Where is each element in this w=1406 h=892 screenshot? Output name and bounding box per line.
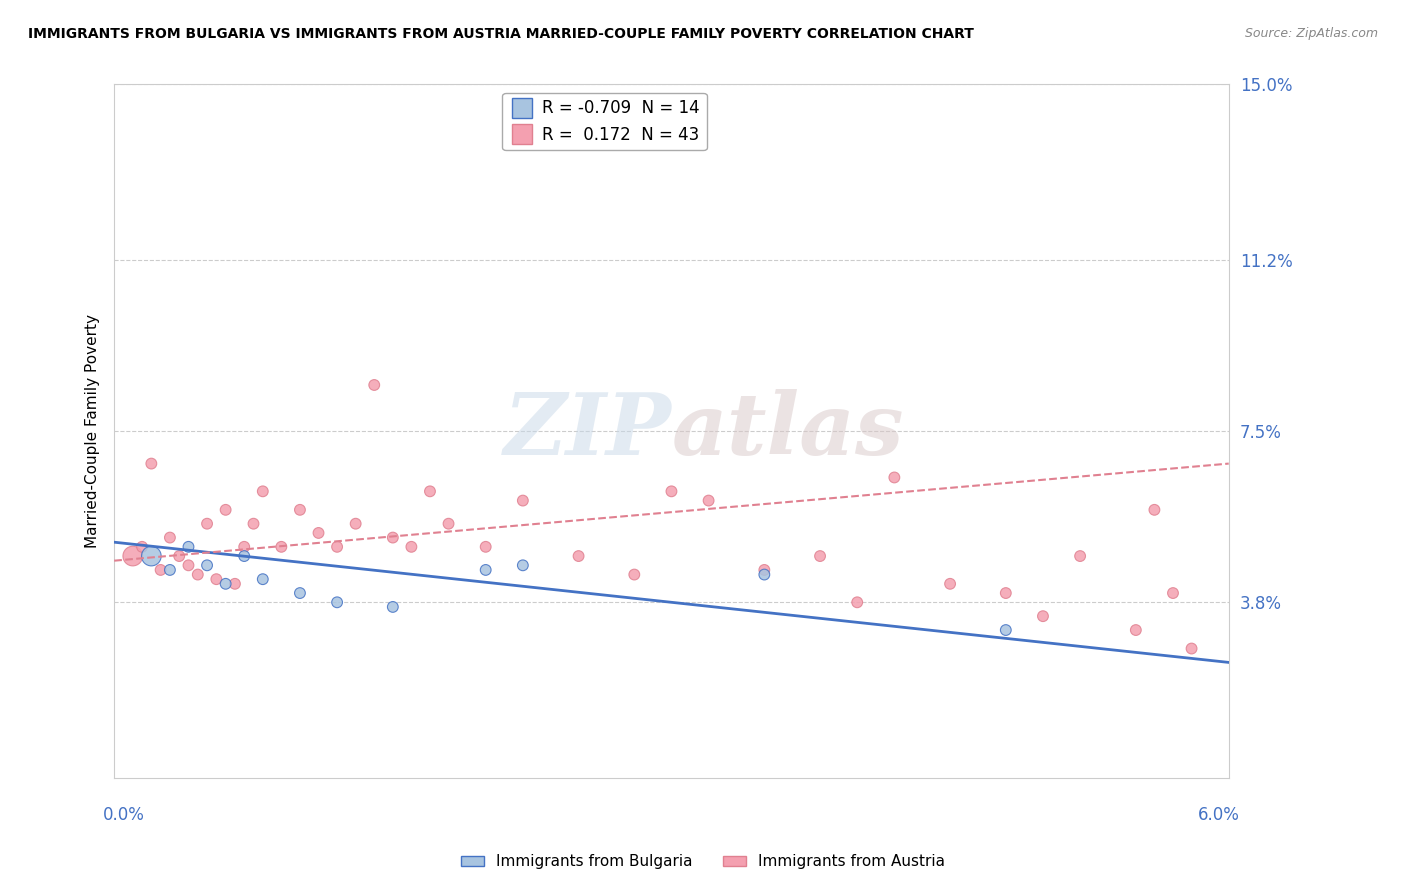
Point bbox=[141, 549, 163, 563]
Point bbox=[939, 576, 962, 591]
Point bbox=[1032, 609, 1054, 624]
Point bbox=[1143, 503, 1166, 517]
Point bbox=[381, 599, 404, 614]
Point bbox=[195, 516, 218, 531]
Point bbox=[568, 549, 591, 563]
Point bbox=[159, 531, 181, 545]
Point bbox=[187, 567, 209, 582]
Point bbox=[252, 572, 274, 586]
Point bbox=[326, 595, 349, 609]
Point bbox=[308, 525, 330, 540]
Text: 0.0%: 0.0% bbox=[103, 805, 145, 823]
Point bbox=[214, 503, 236, 517]
Point bbox=[808, 549, 831, 563]
Point bbox=[214, 576, 236, 591]
Point bbox=[205, 572, 228, 586]
Point bbox=[270, 540, 292, 554]
Point bbox=[512, 493, 534, 508]
Point bbox=[754, 563, 776, 577]
Legend: Immigrants from Bulgaria, Immigrants from Austria: Immigrants from Bulgaria, Immigrants fro… bbox=[454, 848, 952, 875]
Text: IMMIGRANTS FROM BULGARIA VS IMMIGRANTS FROM AUSTRIA MARRIED-COUPLE FAMILY POVERT: IMMIGRANTS FROM BULGARIA VS IMMIGRANTS F… bbox=[28, 27, 974, 41]
Point bbox=[233, 549, 256, 563]
Point bbox=[326, 540, 349, 554]
Point bbox=[195, 558, 218, 573]
Point bbox=[994, 623, 1017, 637]
Point bbox=[697, 493, 720, 508]
Text: Source: ZipAtlas.com: Source: ZipAtlas.com bbox=[1244, 27, 1378, 40]
Point bbox=[224, 576, 246, 591]
Point bbox=[141, 457, 163, 471]
Point bbox=[846, 595, 869, 609]
Y-axis label: Married-Couple Family Poverty: Married-Couple Family Poverty bbox=[86, 314, 100, 549]
Point bbox=[363, 378, 385, 392]
Point bbox=[419, 484, 441, 499]
Point bbox=[1161, 586, 1184, 600]
Point bbox=[754, 567, 776, 582]
Point bbox=[381, 531, 404, 545]
Point bbox=[167, 549, 190, 563]
Point bbox=[623, 567, 645, 582]
Point bbox=[883, 470, 905, 484]
Point bbox=[159, 563, 181, 577]
Point bbox=[661, 484, 683, 499]
Point bbox=[994, 586, 1017, 600]
Text: atlas: atlas bbox=[672, 390, 904, 473]
Legend: R = -0.709  N = 14, R =  0.172  N = 43: R = -0.709 N = 14, R = 0.172 N = 43 bbox=[502, 93, 707, 151]
Point bbox=[252, 484, 274, 499]
Point bbox=[121, 549, 143, 563]
Point bbox=[474, 563, 496, 577]
Point bbox=[288, 586, 311, 600]
Point bbox=[233, 540, 256, 554]
Text: ZIP: ZIP bbox=[503, 390, 672, 473]
Point bbox=[401, 540, 423, 554]
Point bbox=[1180, 641, 1202, 656]
Point bbox=[344, 516, 367, 531]
Point bbox=[288, 503, 311, 517]
Point bbox=[177, 540, 200, 554]
Point bbox=[1069, 549, 1091, 563]
Point bbox=[474, 540, 496, 554]
Point bbox=[1125, 623, 1147, 637]
Point bbox=[242, 516, 264, 531]
Point bbox=[131, 540, 153, 554]
Point bbox=[437, 516, 460, 531]
Text: 6.0%: 6.0% bbox=[1198, 805, 1240, 823]
Point bbox=[512, 558, 534, 573]
Point bbox=[149, 563, 172, 577]
Point bbox=[177, 558, 200, 573]
